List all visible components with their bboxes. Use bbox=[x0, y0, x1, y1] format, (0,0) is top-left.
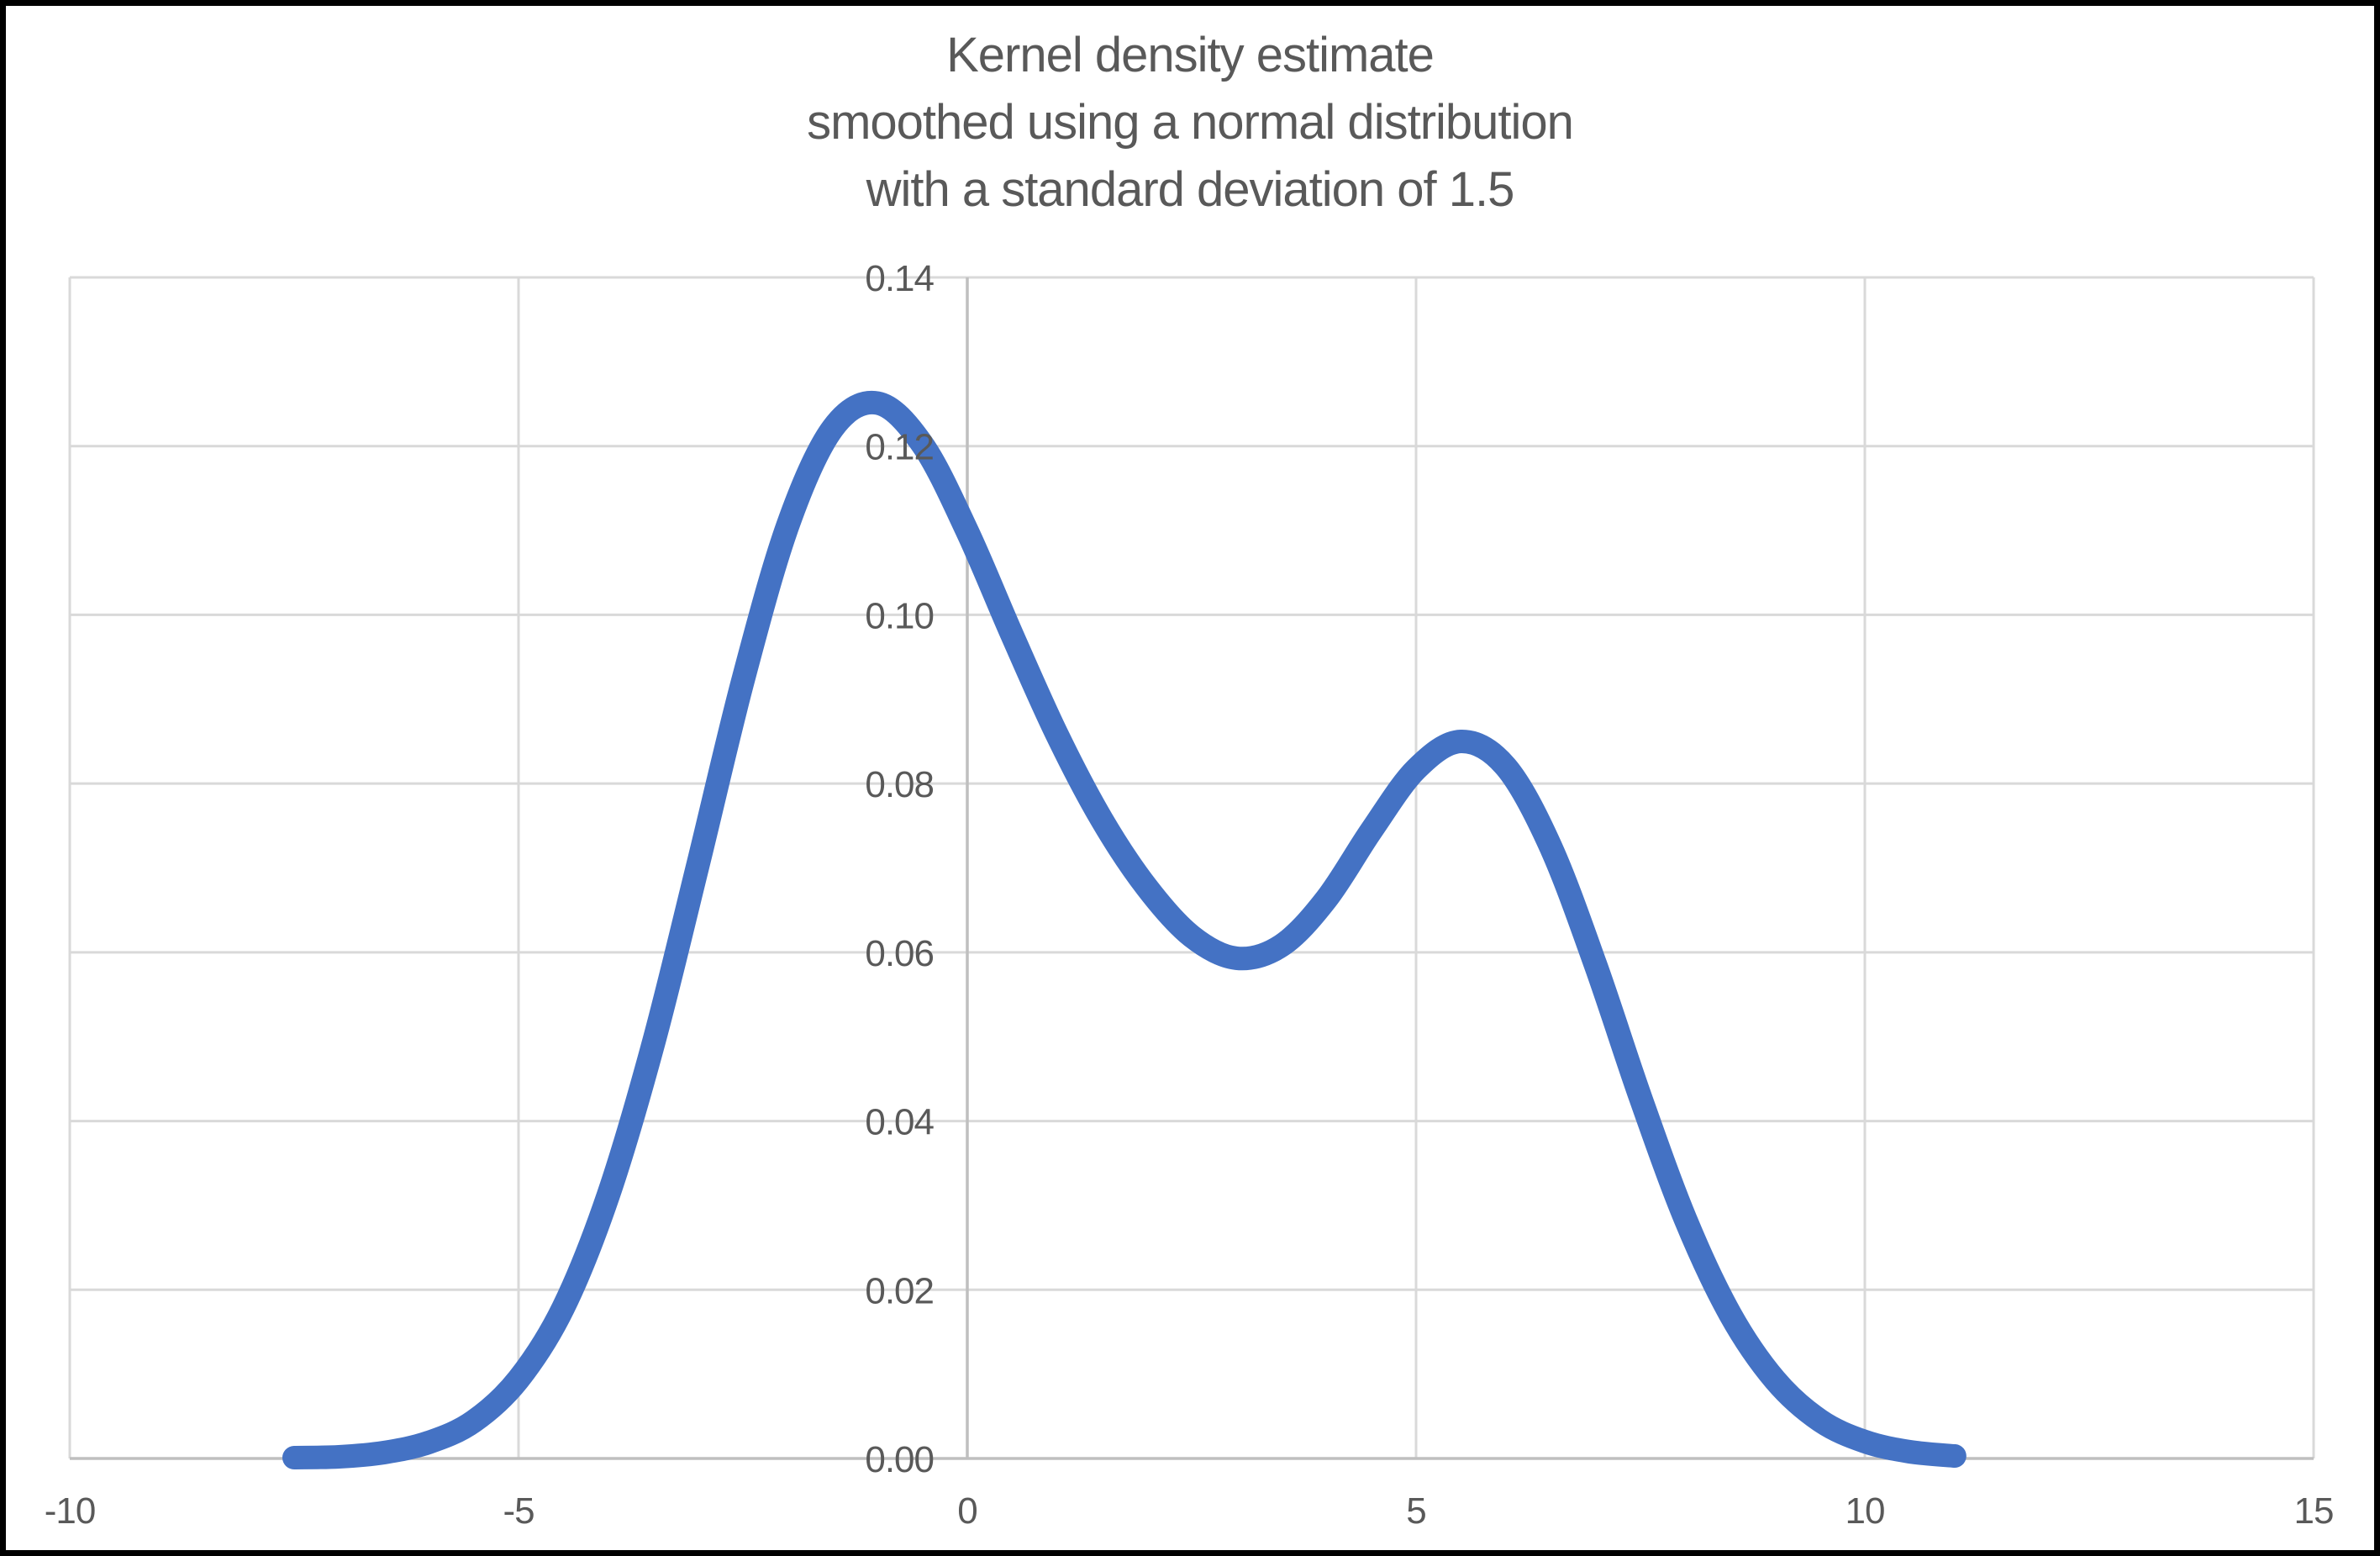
x-tick-label: -10 bbox=[45, 1490, 96, 1532]
chart-title: Kernel density estimate smoothed using a… bbox=[0, 22, 2380, 224]
x-tick-label: -5 bbox=[503, 1490, 534, 1532]
chart-title-line-2: smoothed using a normal distribution bbox=[807, 95, 1574, 150]
y-tick-label: 0.12 bbox=[865, 427, 934, 468]
y-tick-label: 0.08 bbox=[865, 764, 934, 805]
x-tick-label: 10 bbox=[1846, 1490, 1885, 1532]
chart-title-line-3: with a standard deviation of 1.5 bbox=[866, 162, 1515, 217]
x-tick-label: 5 bbox=[1406, 1490, 1425, 1532]
y-tick-label: 0.10 bbox=[865, 595, 934, 636]
y-tick-label: 0.14 bbox=[865, 258, 934, 299]
x-tick-label: 15 bbox=[2294, 1490, 2334, 1532]
kde-curve bbox=[282, 390, 1967, 1469]
y-tick-label: 0.06 bbox=[865, 933, 934, 974]
chart-title-line-1: Kernel density estimate bbox=[946, 28, 1435, 82]
y-tick-label: 0.02 bbox=[865, 1270, 934, 1311]
y-tick-label: 0.04 bbox=[865, 1102, 934, 1143]
y-tick-label: 0.00 bbox=[865, 1439, 934, 1480]
x-tick-label: 0 bbox=[957, 1490, 977, 1532]
